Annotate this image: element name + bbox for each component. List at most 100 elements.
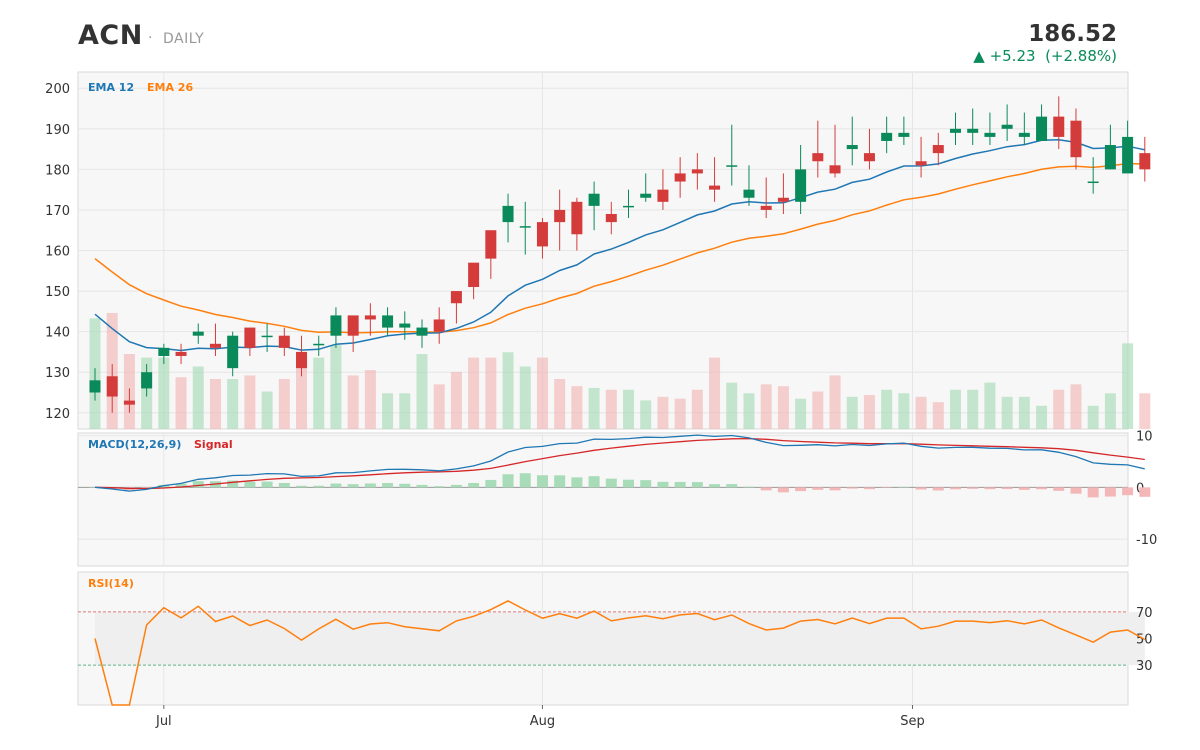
candle-body <box>554 209 566 223</box>
macd-histogram-bar <box>1139 487 1151 497</box>
macd-histogram-bar <box>777 487 789 493</box>
price-tick-label: 140 <box>45 326 70 341</box>
macd-histogram-bar <box>519 473 531 488</box>
volume-bar <box>726 382 738 429</box>
macd-histogram-bar <box>691 482 703 488</box>
macd-histogram-bar <box>881 487 893 488</box>
macd-histogram-bar <box>1087 487 1099 498</box>
macd-histogram-bar <box>915 487 927 490</box>
candle-body <box>709 185 721 190</box>
macd-legend: MACD(12,26,9) <box>88 438 181 451</box>
period-label: DAILY <box>163 31 205 47</box>
candle-body <box>950 128 961 133</box>
price-legend-ema12: EMA 12 <box>88 81 134 94</box>
candle-body <box>244 327 256 348</box>
candle-body <box>1018 132 1030 137</box>
macd-histogram-bar <box>1122 487 1134 496</box>
volume-bar <box>330 345 342 429</box>
macd-histogram-bar <box>382 483 394 488</box>
volume-bar <box>1104 393 1116 429</box>
volume-bar <box>795 398 807 429</box>
volume-bar <box>881 389 893 429</box>
candle-body <box>829 165 841 174</box>
candle-body <box>1070 120 1082 158</box>
candle-body <box>691 169 703 174</box>
macd-histogram-bar <box>863 487 875 490</box>
macd-histogram-bar <box>846 487 858 489</box>
volume-bar <box>691 389 703 429</box>
macd-histogram-bar <box>278 482 290 488</box>
candle-body <box>1087 181 1099 184</box>
candle-body <box>519 226 531 228</box>
volume-bar <box>915 396 927 429</box>
candle-body <box>536 222 548 247</box>
macd-histogram-bar <box>416 484 428 488</box>
macd-histogram-bar <box>1036 487 1048 490</box>
volume-bar <box>1139 393 1151 429</box>
macd-histogram-bar <box>984 487 996 490</box>
macd-panel <box>77 432 1129 567</box>
macd-histogram-bar <box>795 487 807 492</box>
volume-bar <box>175 377 187 429</box>
volume-bar <box>296 355 308 429</box>
macd-histogram-bar <box>399 483 411 488</box>
volume-bar <box>984 382 996 429</box>
macd-histogram-bar <box>536 475 548 488</box>
price-legend-ema26: EMA 26 <box>147 81 193 94</box>
macd-histogram-bar <box>227 480 239 488</box>
price-tick-label: 160 <box>45 245 70 260</box>
candle-body <box>313 343 325 346</box>
price-tick-label: 180 <box>45 163 70 178</box>
candle-body <box>726 165 738 167</box>
macd-histogram-bar <box>347 484 359 488</box>
macd-histogram-bar <box>588 476 600 488</box>
macd-tick-label: -10 <box>1136 533 1157 548</box>
price-tick-label: 150 <box>45 285 70 300</box>
macd-histogram-bar <box>175 483 187 488</box>
ema26-line <box>94 162 1145 334</box>
macd-histogram-bar <box>829 487 841 491</box>
volume-bar <box>777 386 789 429</box>
candle-body <box>227 335 239 369</box>
volume-bar <box>399 393 411 429</box>
macd-histogram-bar <box>726 484 738 488</box>
candle-body <box>330 315 342 336</box>
candle-body <box>846 145 858 150</box>
candle-body <box>1001 124 1013 129</box>
volume-bar <box>743 393 755 429</box>
volume-bar <box>502 352 514 429</box>
candle-body <box>278 335 290 348</box>
macd-histogram-bar <box>640 480 652 488</box>
volume-bar <box>158 357 170 429</box>
macd-histogram-bar <box>554 475 566 488</box>
candle-body <box>605 213 617 223</box>
candle-body <box>209 343 221 348</box>
macd-histogram-bar <box>623 479 635 488</box>
macd-histogram-bar <box>571 477 583 488</box>
volume-bar <box>382 393 394 429</box>
volume-bar <box>1001 396 1013 429</box>
candle-body <box>863 153 875 162</box>
candle-body <box>106 376 118 397</box>
candle-body <box>657 189 669 202</box>
macd-histogram-bar <box>932 487 944 491</box>
volume-bar <box>812 391 824 429</box>
x-tick-label: Aug <box>530 714 555 729</box>
candle-body <box>399 323 411 328</box>
rsi-tick-label: 30 <box>1136 659 1153 674</box>
candle-body <box>175 351 187 356</box>
volume-bar <box>623 389 635 429</box>
volume-bar <box>278 379 290 429</box>
macd-histogram-bar <box>1070 487 1082 494</box>
candle-body <box>1104 145 1116 170</box>
rsi-legend: RSI(14) <box>88 577 134 590</box>
candle-body <box>1122 136 1134 174</box>
candle-body <box>881 132 893 141</box>
candle-body <box>571 201 583 235</box>
volume-bar <box>227 379 239 429</box>
volume-bar <box>450 371 462 429</box>
candle-body <box>898 132 910 137</box>
x-tick-label: Jul <box>155 714 172 729</box>
volume-bar <box>1087 405 1099 429</box>
